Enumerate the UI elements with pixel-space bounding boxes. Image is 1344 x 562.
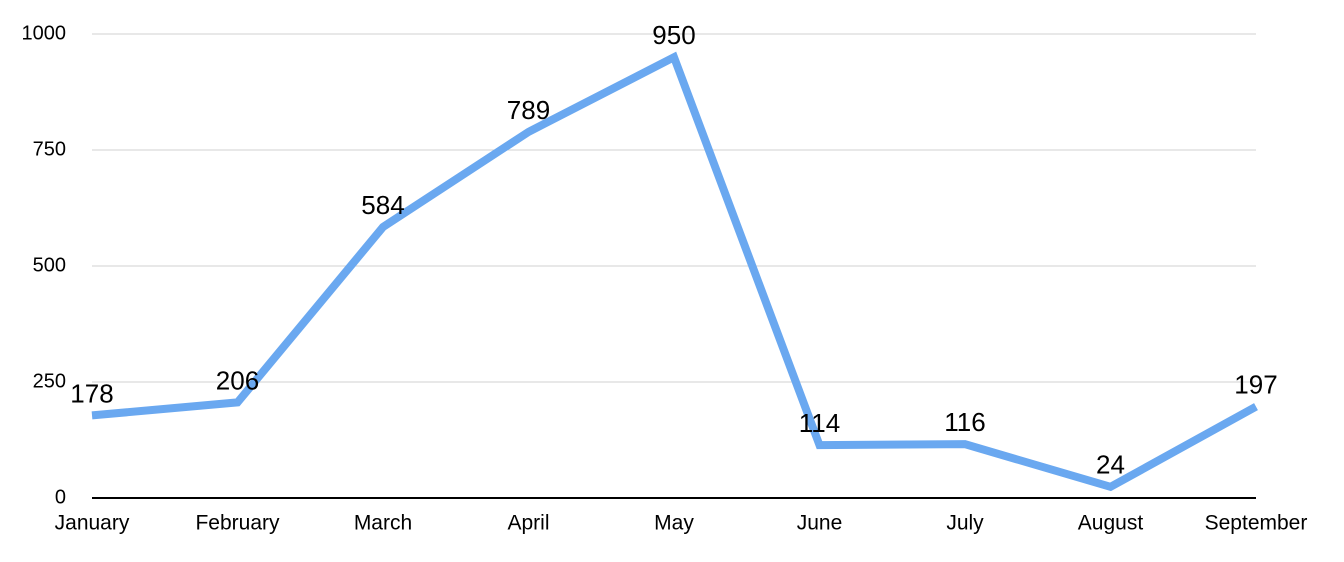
data-label: 206 (216, 365, 259, 395)
x-tick-label: August (1078, 512, 1144, 535)
data-label: 178 (70, 378, 113, 408)
x-tick-label: June (797, 512, 843, 535)
y-tick-label: 0 (55, 486, 66, 508)
y-tick-label: 250 (33, 370, 66, 392)
data-label: 789 (507, 95, 550, 125)
data-label: 584 (361, 190, 404, 220)
x-tick-label: September (1205, 512, 1308, 535)
data-label: 24 (1096, 450, 1125, 480)
x-tick-label: January (55, 512, 130, 535)
y-tick-label: 1000 (22, 22, 67, 44)
data-label: 197 (1234, 369, 1277, 399)
x-tick-label: March (354, 512, 412, 535)
data-label: 950 (652, 20, 695, 50)
line (91, 51, 1258, 492)
data-label: 116 (944, 407, 985, 437)
x-tick-label: April (507, 512, 549, 535)
data-label: 114 (799, 408, 840, 438)
x-tick-label: May (654, 512, 694, 535)
x-tick-label: July (946, 512, 984, 535)
x-tick-label: February (195, 512, 280, 535)
y-tick-label: 500 (33, 254, 66, 276)
y-tick-label: 750 (33, 138, 66, 160)
